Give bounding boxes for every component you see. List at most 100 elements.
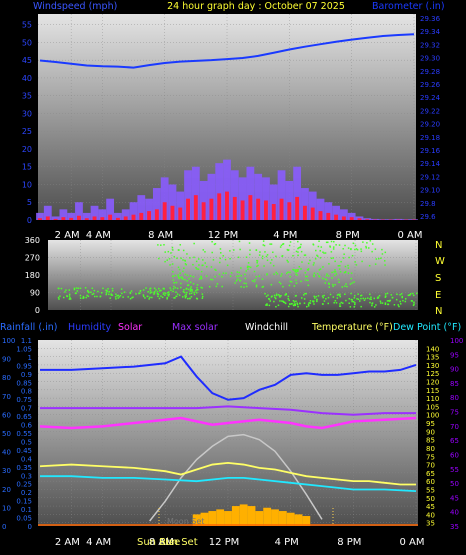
solar-uv-bar: [286, 512, 295, 526]
direction-point: [180, 286, 182, 289]
humidity-y-tick: 20: [2, 486, 11, 494]
direction-point: [303, 302, 306, 304]
direction-point: [313, 262, 315, 264]
direction-point: [393, 304, 396, 306]
gust-bar: [301, 188, 309, 220]
direction-point: [188, 292, 191, 295]
direction-point: [322, 303, 324, 305]
solar-uv-bar: [208, 511, 217, 526]
sun-set-label: Sun Set: [159, 537, 198, 548]
direction-point: [412, 304, 415, 307]
direction-point: [206, 265, 208, 268]
direction-point: [245, 256, 248, 258]
direction-point: [121, 292, 123, 295]
direction-point: [303, 298, 306, 300]
direction-point: [297, 305, 299, 308]
gust-bar: [191, 166, 200, 220]
direction-point: [295, 282, 298, 284]
direction-point: [348, 256, 350, 259]
direction-point: [410, 293, 412, 295]
wind-bar: [279, 198, 284, 220]
wind-bar: [154, 209, 159, 220]
direction-point: [334, 300, 337, 302]
temperature-y-tick: 75: [426, 453, 435, 461]
solar-legend: Solar: [118, 322, 142, 333]
direction-point: [278, 294, 280, 296]
direction-point: [244, 273, 246, 276]
direction-point: [240, 274, 243, 277]
direction-point: [298, 247, 300, 249]
direction-point: [373, 297, 375, 300]
direction-point: [355, 248, 358, 250]
direction-point: [166, 296, 168, 299]
direction-point: [258, 254, 261, 256]
wind-bar: [170, 205, 175, 220]
wind-bar: [123, 216, 128, 220]
rainfall-y-tick: 0.85: [16, 379, 32, 387]
direction-point: [79, 294, 82, 297]
direction-point: [218, 273, 221, 276]
direction-point: [224, 258, 227, 261]
direction-point: [245, 282, 247, 285]
wind-x-tick: 12 PM: [208, 230, 239, 241]
direction-point: [289, 241, 292, 243]
barometer-y-tick: 29.26: [420, 81, 441, 89]
direction-point: [314, 297, 316, 299]
barometer-y-tick: 29.28: [420, 68, 440, 76]
max-solar-line: [40, 405, 416, 416]
direction-point: [283, 301, 286, 304]
direction-point: [253, 280, 256, 283]
direction-point: [122, 296, 124, 298]
direction-point: [337, 265, 340, 267]
direction-point: [282, 243, 284, 246]
gust-bar: [51, 216, 60, 220]
gust-bar: [59, 209, 68, 220]
direction-point: [341, 302, 344, 304]
direction-point: [384, 251, 387, 254]
direction-point: [386, 292, 389, 295]
barometer-y-tick: 29.32: [420, 41, 440, 49]
direction-point: [168, 293, 170, 295]
direction-point: [155, 289, 157, 291]
direction-point: [257, 264, 259, 267]
direction-point: [82, 295, 85, 298]
direction-point: [261, 257, 264, 260]
direction-point: [407, 294, 410, 297]
direction-point: [369, 293, 371, 296]
wind-y-tick: 55: [22, 21, 32, 30]
direction-point: [385, 295, 387, 298]
direction-point: [197, 288, 199, 291]
direction-point: [378, 294, 381, 297]
direction-point: [175, 281, 178, 284]
wind-bar: [115, 217, 120, 220]
direction-point: [371, 302, 373, 305]
direction-point: [296, 269, 298, 271]
moon-set-label: Moon Set: [167, 517, 204, 526]
direction-point: [286, 248, 289, 251]
direction-point: [375, 304, 377, 306]
direction-point: [176, 293, 179, 295]
direction-point: [362, 241, 364, 243]
direction-point: [198, 264, 200, 266]
direction-point: [151, 296, 153, 299]
direction-point: [149, 296, 151, 299]
direction-point: [268, 298, 271, 300]
direction-point: [285, 293, 288, 296]
direction-point: [174, 274, 177, 277]
direction-point: [181, 296, 184, 298]
gust-bar: [75, 202, 83, 220]
direction-point: [168, 291, 170, 293]
direction-point: [73, 287, 76, 290]
direction-point: [341, 286, 344, 288]
direction-point: [93, 295, 96, 298]
direction-point: [339, 271, 342, 273]
direction-point: [344, 244, 346, 247]
direction-point: [292, 300, 295, 302]
solar-uv-bar: [263, 507, 272, 526]
barometer-y-tick: 29.14: [420, 160, 441, 168]
dewpoint-y-tick: 80: [450, 394, 459, 402]
direction-point: [146, 295, 149, 298]
direction-point: [172, 290, 174, 293]
windchill-legend: Windchill: [245, 322, 288, 333]
temperature-y-tick: 65: [426, 470, 435, 478]
